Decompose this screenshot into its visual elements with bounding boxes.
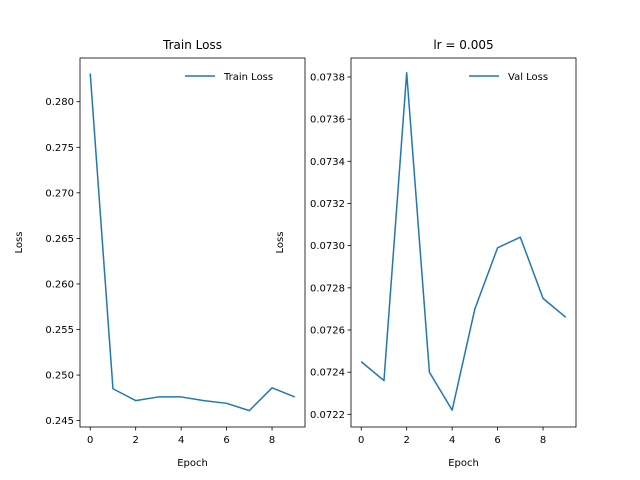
- x-tick-label: 6: [223, 435, 229, 446]
- y-tick-label: 0.0736: [310, 115, 345, 126]
- y-tick-label: 0.265: [45, 234, 74, 245]
- legend-label: Train Loss: [223, 72, 273, 83]
- y-tick-label: 0.250: [45, 371, 74, 382]
- x-tick-label: 8: [269, 435, 275, 446]
- legend-label: Val Loss: [508, 72, 548, 83]
- y-tick-label: 0.270: [45, 188, 74, 199]
- chart-title: Train Loss: [162, 38, 222, 52]
- y-tick-label: 0.0730: [310, 241, 345, 252]
- y-tick-label: 0.0734: [310, 157, 345, 168]
- chart-title: lr = 0.005: [433, 38, 493, 52]
- plot-frame: [350, 57, 577, 428]
- y-axis-label: Loss: [275, 232, 286, 254]
- y-tick-label: 0.275: [45, 143, 74, 154]
- legend: Val Loss: [469, 72, 548, 83]
- x-axis-label: Epoch: [177, 458, 208, 469]
- plot-frame: [79, 57, 306, 428]
- chart-panel-2: lr = 0.005 0 2 4 6 8 0.0722 0.0724 0.0726 0.0728 0…: [275, 38, 577, 469]
- x-tick-label: 2: [132, 435, 138, 446]
- y-tick-label: 0.280: [45, 97, 74, 108]
- x-tick-label: 0: [358, 435, 364, 446]
- x-tick-label: 8: [540, 435, 546, 446]
- y-tick-label: 0.245: [45, 416, 74, 427]
- legend: Train Loss: [185, 72, 273, 83]
- y-tick-label: 0.0724: [310, 368, 345, 379]
- y-tick-label: 0.0732: [310, 199, 345, 210]
- y-tick-label: 0.255: [45, 325, 74, 336]
- x-axis-label: Epoch: [448, 458, 479, 469]
- x-tick-label: 6: [494, 435, 500, 446]
- y-tick-label: 0.0738: [310, 72, 345, 83]
- x-tick-label: 2: [403, 435, 409, 446]
- x-tick-label: 4: [449, 435, 455, 446]
- y-axis-label: Loss: [14, 232, 25, 254]
- y-tick-label: 0.0722: [310, 410, 345, 421]
- x-tick-label: 4: [178, 435, 184, 446]
- y-tick-label: 0.0728: [310, 283, 345, 294]
- x-tick-label: 0: [87, 435, 93, 446]
- chart-panel-1: Train Loss 0 2 4 6 8 0.245 0.250 0.255 0.260 0.265…: [14, 38, 306, 469]
- y-tick-label: 0.0726: [310, 326, 345, 337]
- y-tick-label: 0.260: [45, 279, 74, 290]
- series-line: [89, 73, 296, 412]
- series-line: [360, 72, 567, 411]
